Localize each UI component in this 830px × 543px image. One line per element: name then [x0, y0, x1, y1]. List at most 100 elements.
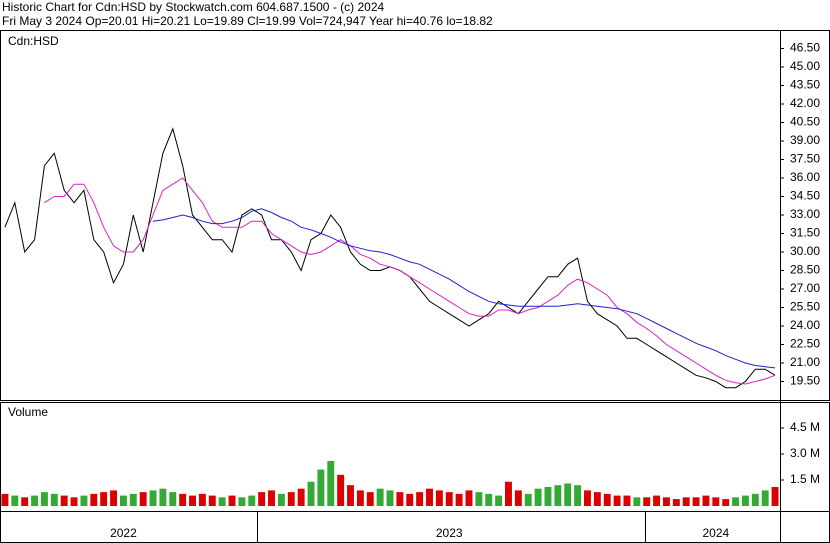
volume-bar [327, 460, 335, 506]
volume-bar [119, 495, 127, 506]
x-tick-label: 2022 [110, 526, 137, 540]
volume-bar [337, 474, 345, 506]
volume-bar [603, 493, 611, 506]
volume-bar [495, 495, 503, 506]
volume-bar [110, 490, 117, 506]
volume-bar [722, 499, 730, 506]
y-tick-label: 34.50 [790, 189, 820, 203]
volume-bar [198, 493, 206, 506]
volume-bar [643, 497, 651, 506]
volume-bar [159, 488, 167, 506]
y-tick-label: 21.00 [790, 355, 820, 369]
volume-bar [139, 492, 147, 506]
volume-bar [238, 497, 246, 506]
volume-bar [653, 495, 661, 506]
volume-bar [100, 492, 108, 506]
volume-bar [524, 493, 532, 506]
y-tick-label: 1.5 M [790, 472, 820, 486]
y-tick-label: 31.50 [790, 226, 820, 240]
y-tick-label: 46.50 [790, 41, 820, 55]
y-tick-label: 3.0 M [790, 446, 820, 460]
volume-bar [297, 488, 305, 506]
volume-bar [534, 488, 542, 506]
volume-bar [554, 485, 562, 506]
volume-bar [514, 490, 522, 506]
y-tick-label: 28.50 [790, 263, 820, 277]
volume-bar [258, 492, 266, 506]
volume-bar [771, 486, 779, 506]
volume-bar [505, 481, 512, 506]
volume-bar [633, 497, 641, 506]
volume-bar [90, 493, 98, 506]
volume-bar [732, 497, 740, 506]
volume-bar [426, 488, 433, 506]
volume-bar [149, 490, 157, 506]
y-tick-label: 42.00 [790, 96, 820, 110]
volume-bar [406, 493, 414, 506]
volume-bar [761, 490, 769, 506]
volume-bar [663, 497, 670, 506]
volume-bar [307, 481, 315, 506]
y-tick-label: 43.50 [790, 78, 820, 92]
price-line [44, 177, 776, 385]
volume-bar [228, 495, 236, 506]
volume-bar [248, 495, 256, 506]
volume-bar [218, 497, 226, 506]
volume-bar [544, 486, 552, 506]
volume-bar [712, 497, 720, 506]
volume-bar [129, 493, 137, 506]
volume-bar [376, 488, 384, 506]
volume-bar [60, 495, 68, 506]
y-tick-label: 45.00 [790, 59, 820, 73]
volume-bar [347, 485, 354, 506]
volume-bar [623, 495, 631, 506]
series-label: Cdn:HSD [8, 34, 59, 48]
y-tick-label: 22.50 [790, 337, 820, 351]
volume-bar [475, 492, 483, 506]
volume-bar [672, 499, 680, 506]
y-tick-label: 33.00 [790, 207, 820, 221]
volume-bar [692, 497, 700, 506]
y-tick-label: 19.50 [790, 374, 820, 388]
y-tick-label: 36.00 [790, 170, 820, 184]
volume-bar [40, 492, 48, 506]
y-tick-label: 30.00 [790, 244, 820, 258]
volume-bar [70, 497, 78, 506]
volume-bar [396, 492, 404, 506]
volume-bar [593, 492, 601, 506]
volume-bar [386, 490, 394, 506]
volume-bar [416, 492, 424, 506]
volume-bar [21, 497, 29, 506]
volume-bar [613, 495, 621, 506]
chart-subtitle: Fri May 3 2024 Op=20.01 Hi=20.21 Lo=19.8… [2, 14, 493, 28]
volume-bar [435, 490, 443, 506]
volume-bar [277, 493, 285, 506]
y-tick-label: 39.00 [790, 133, 820, 147]
y-tick-label: 27.00 [790, 281, 820, 295]
volume-bar [356, 490, 364, 506]
y-tick-label: 4.5 M [790, 420, 820, 434]
volume-bar [208, 495, 216, 506]
volume-bar [702, 495, 710, 506]
y-tick-label: 37.50 [790, 152, 820, 166]
x-tick-label: 2023 [436, 526, 463, 540]
y-tick-label: 40.50 [790, 115, 820, 129]
volume-bar [682, 497, 690, 506]
volume-bar [564, 483, 572, 506]
panel-label: Volume [8, 405, 48, 419]
volume-bar [179, 493, 187, 506]
chart-title: Historic Chart for Cdn:HSD by Stockwatch… [2, 0, 384, 14]
volume-bar [485, 493, 493, 506]
volume-bar [50, 493, 58, 506]
volume-bar [287, 492, 295, 506]
volume-bar [1, 493, 9, 506]
price-line [152, 208, 776, 369]
volume-bar [465, 490, 473, 506]
y-tick-label: 24.00 [790, 318, 820, 332]
volume-bar [31, 495, 39, 506]
volume-bar [584, 490, 591, 506]
volume-bar [741, 495, 749, 506]
volume-bar [80, 495, 88, 506]
